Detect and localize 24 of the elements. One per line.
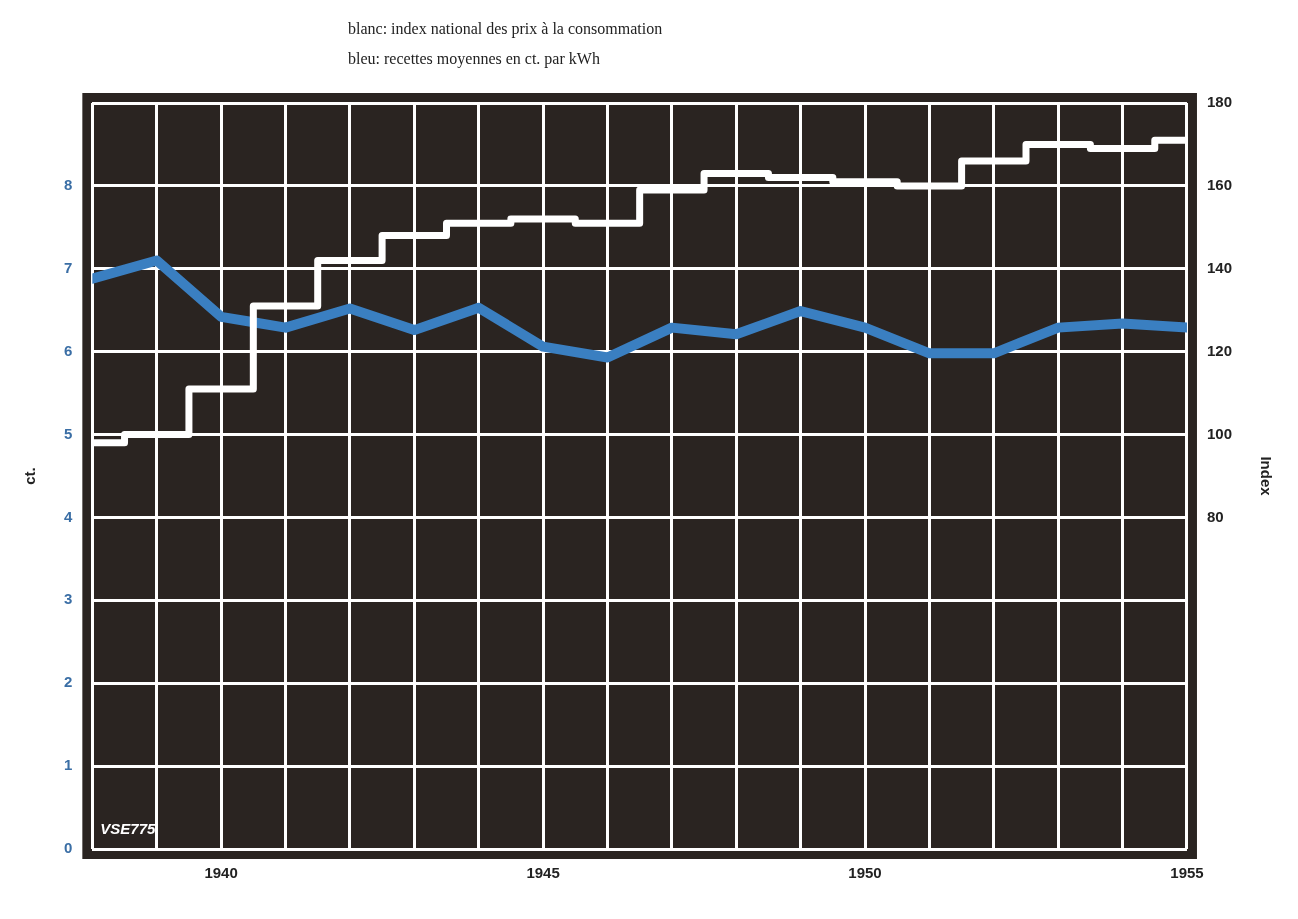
y-tick-label: 0 [64,839,73,857]
y-tick-label: 1 [64,756,73,774]
y-tick-label: 8 [64,176,73,194]
x-tick-label: 1955 [1170,864,1204,882]
x-tick-label: 1940 [204,864,238,882]
y-tick-label: 6 [64,341,73,359]
y2-tick-label: 120 [1206,341,1232,359]
y-tick-label: 2 [64,673,73,691]
x-tick-label: 1950 [848,864,882,882]
y2-tick-label: 140 [1206,258,1232,276]
x-tick-label: 1945 [526,864,560,882]
text: bleu: recettes moyennes en ct. par kWh [348,49,601,70]
y2-tick-label: 180 [1206,93,1232,111]
y-tick-label: 3 [64,590,73,608]
text: blanc: index national des prix à la consommation [348,19,664,40]
y-tick-label: 5 [64,424,73,442]
annotation: VSE775 [100,819,157,837]
y2-tick-label: 100 [1206,424,1232,442]
y-tick-label: 7 [64,258,73,276]
y2-axis-title: Index [1257,456,1275,497]
y-tick-label: 4 [64,507,73,525]
y-axis-title: ct. [21,467,39,485]
y2-tick-label: 160 [1206,176,1232,194]
y2-tick-label: 80 [1206,507,1224,525]
